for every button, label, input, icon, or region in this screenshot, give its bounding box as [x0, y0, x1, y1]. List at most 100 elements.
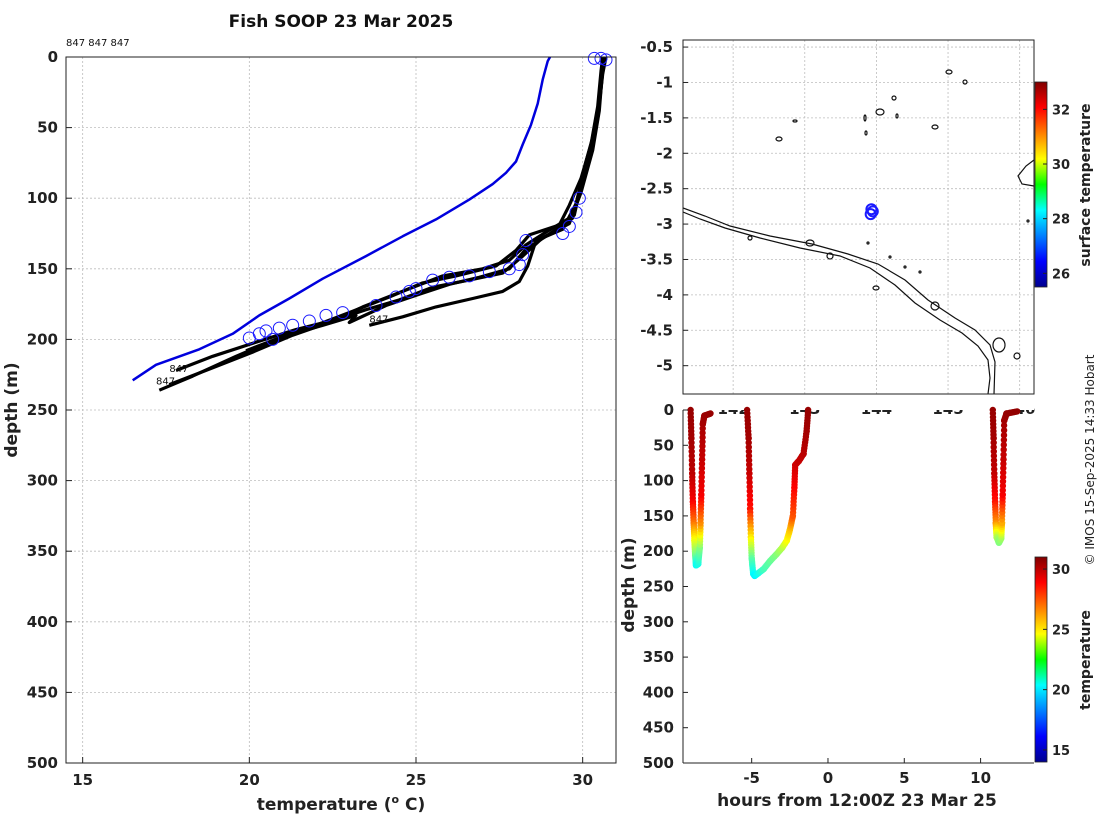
cast-temperature-point [746, 501, 754, 508]
cast-temperature-point [698, 469, 705, 476]
time-depth-x-axis-label: hours from 12:00Z 23 Mar 25 [717, 791, 997, 811]
profile-marker [594, 51, 608, 65]
instrument-label: 847 847 847 [66, 38, 130, 49]
island-outline [888, 255, 892, 259]
map-lat-tick-label: -0.5 [640, 38, 673, 56]
island-outline [891, 95, 897, 101]
profile-y-axis-label: depth (m) [2, 362, 22, 457]
temperature-colorbar-label: temperature [1078, 610, 1094, 710]
surface-colorbar-ticks: 26 28 30 32 [1043, 103, 1070, 282]
profile-y-tick-label: 0 [48, 48, 58, 66]
cast-temperature-point [746, 470, 753, 477]
map-lat-tick-label: -4.5 [640, 321, 673, 339]
profile-marker [502, 262, 516, 276]
time-depth-plot-area [682, 396, 1034, 764]
time-depth-y-tick-label: 0 [664, 401, 674, 419]
profile-marker [516, 248, 530, 262]
profile-marker [402, 284, 416, 298]
temperature-profile-line [168, 56, 606, 387]
temperature-colorbar-tick-label: 20 [1052, 684, 1070, 699]
surface-colorbar-tick-label: 32 [1052, 103, 1070, 118]
island-outline [1013, 352, 1021, 360]
island-outline [805, 239, 815, 247]
profile-id-label: 847 [369, 314, 388, 325]
profile-y-tick-label: 300 [27, 472, 58, 490]
time-depth-y-tick-label: 200 [643, 542, 674, 560]
island-outline [895, 113, 899, 119]
panel-overlap-mask [683, 396, 1034, 410]
time-depth-x-tick-label: 10 [970, 769, 991, 787]
map-ticks: 142143144145146-0.5-1-1.5-2-2.5-3-3.5-4-… [640, 38, 1035, 418]
profile-marker [519, 234, 533, 248]
surface-colorbar-label: surface temperature [1078, 103, 1094, 266]
profile-marker [336, 306, 350, 320]
profile-marker [409, 282, 423, 296]
profile-y-tick-label: 400 [27, 613, 58, 631]
map-lat-tick-label: -2.5 [640, 180, 673, 198]
profile-y-tick-label: 500 [27, 754, 58, 772]
time-depth-y-axis-label: depth (m) [619, 537, 639, 632]
profile-y-tick-label: 50 [37, 119, 58, 137]
profile-grid [66, 56, 616, 764]
time-depth-ticks: 0 50 100 150 200 250 300 350 400 450 500 -5 0 5 10 [643, 401, 991, 787]
map-lat-tick-label: -5 [656, 357, 673, 375]
profile-x-tick-label: 20 [239, 771, 260, 789]
cast-temperature-point [1014, 408, 1021, 415]
time-depth-y-tick-label: 400 [643, 683, 674, 701]
cast-temperature-point [804, 406, 812, 414]
profile-y-tick-label: 100 [27, 189, 58, 207]
profile-marker [319, 308, 333, 322]
surface-temperature-point [866, 205, 879, 218]
profile-marker [389, 290, 403, 304]
cast-temperature-point [707, 410, 714, 417]
profile-marker [462, 269, 476, 283]
island-outline [792, 119, 798, 123]
time-depth-y-tick-label: 150 [643, 507, 674, 525]
cast-temperature-point [1000, 436, 1008, 444]
profile-marker [482, 265, 496, 279]
profile-x-tick-label: 25 [406, 771, 427, 789]
profile-marker [426, 273, 440, 287]
surface-colorbar-tick-label: 30 [1052, 158, 1070, 173]
profile-marker [587, 51, 601, 65]
credit-text: © IMOS 15-Sep-2025 14:33 Hobart [1083, 354, 1097, 565]
profile-marker [562, 219, 576, 233]
surface-colorbar-tick-label: 28 [1052, 213, 1070, 228]
map-frame [682, 39, 1035, 395]
profile-marker [286, 318, 300, 332]
cast-temperature-point [990, 435, 997, 442]
map-coastline [683, 69, 1034, 394]
profile-y-tick-label: 350 [27, 542, 58, 560]
cast-temperature-point [1000, 432, 1008, 439]
time-depth-y-tick-label: 250 [643, 578, 674, 596]
coastline-east [1017, 159, 1034, 187]
climatology-profile-line [132, 56, 552, 382]
time-depth-x-tick-label: 0 [823, 769, 833, 787]
time-depth-y-tick-label: 100 [643, 472, 674, 490]
time-depth-x-tick-label: -5 [743, 769, 760, 787]
profile-marker [272, 321, 286, 335]
island-outline [945, 69, 953, 75]
cast-temperature-point [745, 435, 752, 442]
temperature-colorbar [1034, 556, 1048, 763]
surface-colorbar-tick-label: 26 [1052, 267, 1070, 282]
map-lat-tick-label: -1 [656, 73, 673, 91]
map-lat-tick-label: -3.5 [640, 250, 673, 268]
cast-temperature-point [1000, 441, 1007, 449]
island-outline [826, 252, 834, 260]
time-depth-y-tick-label: 450 [643, 719, 674, 737]
profile-y-tick-label: 250 [27, 401, 58, 419]
profile-y-tick-label: 200 [27, 330, 58, 348]
surface-temperature-colorbar [1034, 81, 1048, 288]
temperature-profile-line [245, 56, 608, 353]
cast-temperature-point [990, 439, 997, 446]
temperature-colorbar-tick-label: 30 [1052, 563, 1070, 578]
island-outline [866, 241, 870, 245]
surface-temperature-point [865, 203, 878, 216]
surface-temperature-point [864, 208, 877, 221]
cast-temperature-point [1000, 451, 1007, 458]
map-plot-area [864, 203, 879, 221]
cast-temperature-point [688, 435, 695, 442]
